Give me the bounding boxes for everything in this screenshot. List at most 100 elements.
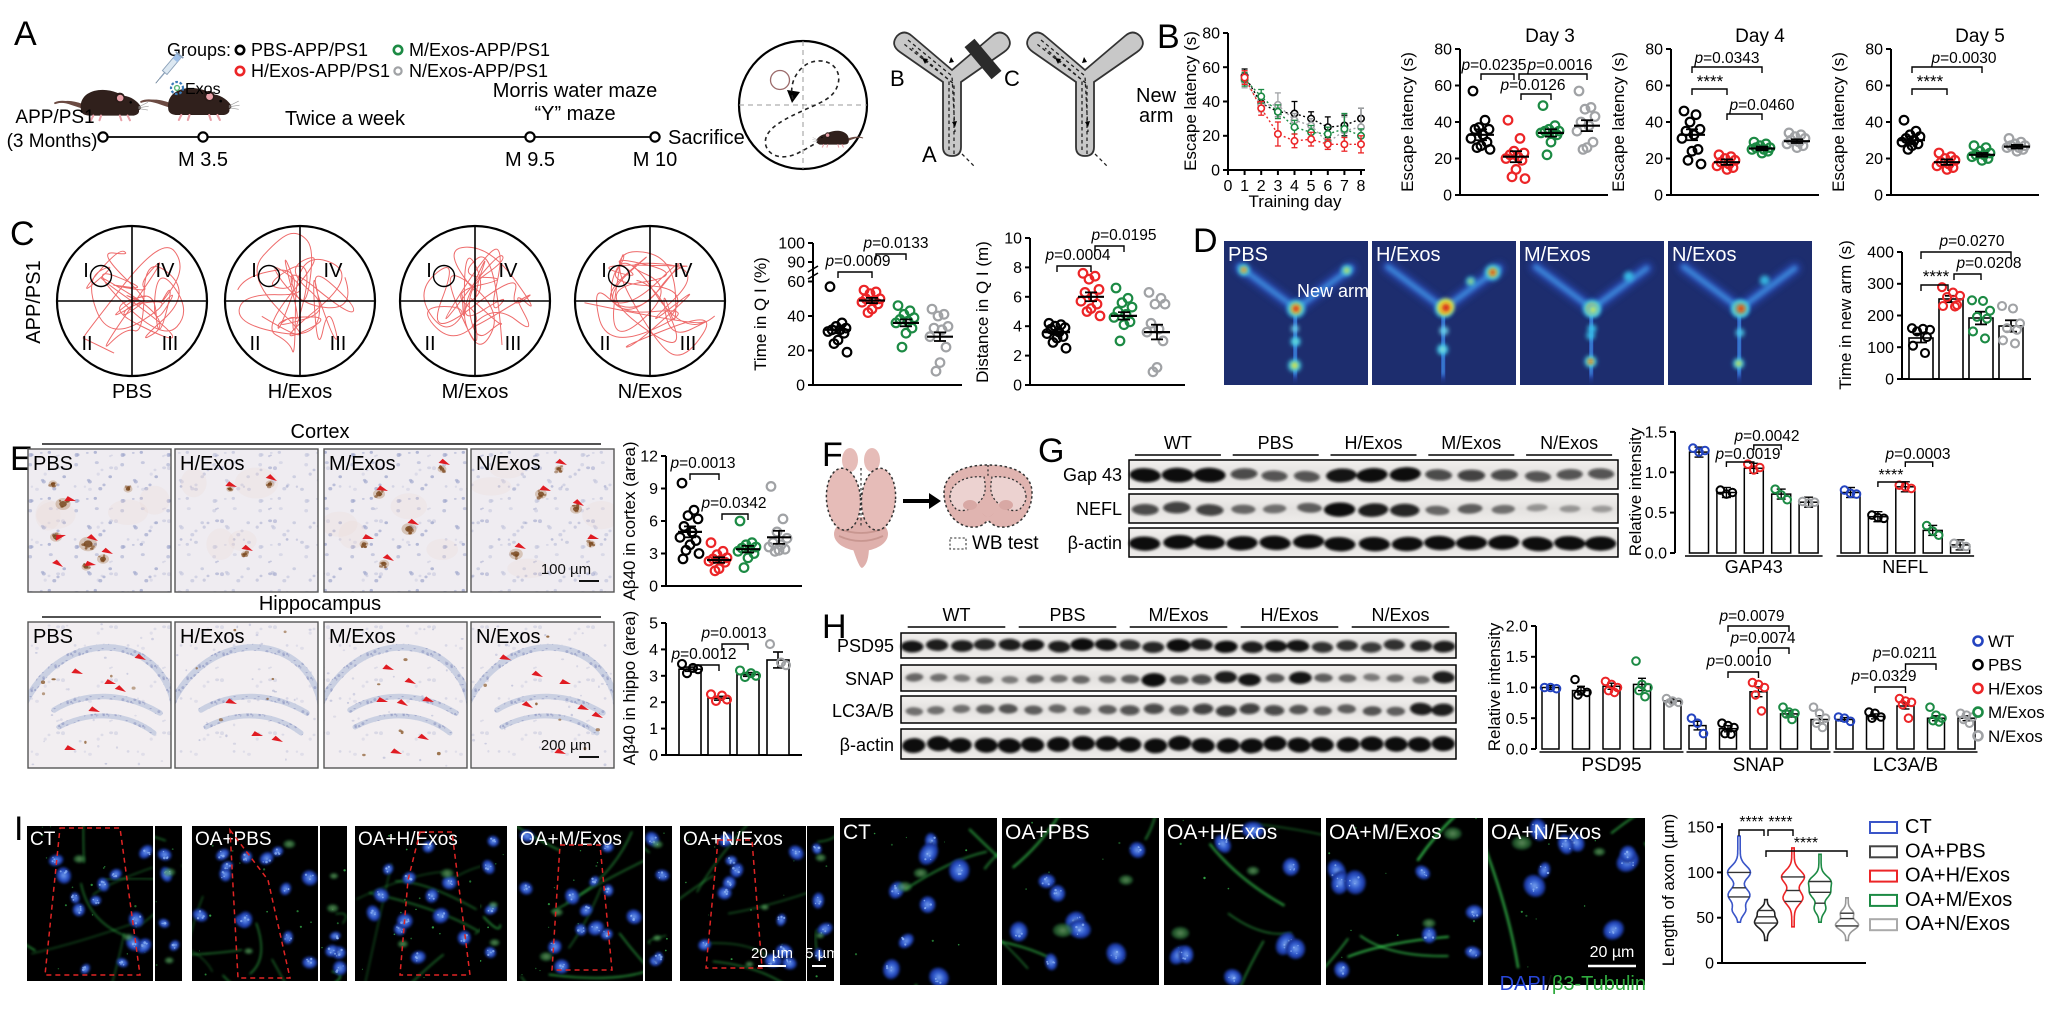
svg-text:Day 4: Day 4 (1735, 26, 1785, 47)
svg-text:II: II (81, 333, 92, 355)
svg-text:New arm: New arm (1297, 281, 1369, 301)
svg-text:0: 0 (796, 378, 805, 395)
svg-text:0: 0 (649, 748, 658, 765)
svg-text:II: II (599, 333, 610, 355)
svg-text:5 µm: 5 µm (805, 945, 839, 962)
svg-text:p=0.0343: p=0.0343 (1693, 50, 1759, 67)
svg-text:Groups:: Groups: (167, 40, 231, 60)
svg-text:IV: IV (156, 260, 176, 282)
svg-text:20: 20 (1865, 151, 1883, 168)
svg-text:N/Exos: N/Exos (1672, 244, 1736, 266)
svg-text:β-actin: β-actin (840, 735, 894, 755)
svg-text:0.5: 0.5 (1645, 505, 1667, 522)
svg-text:PBS: PBS (112, 381, 152, 403)
svg-text:60: 60 (1645, 78, 1663, 95)
svg-text:CT: CT (843, 821, 871, 844)
svg-text:I: I (83, 260, 89, 282)
svg-text:Hippocampus: Hippocampus (259, 593, 381, 615)
svg-text:p=0.0211: p=0.0211 (1872, 645, 1937, 662)
svg-text:LC3A/B: LC3A/B (1873, 755, 1938, 776)
svg-text:9: 9 (649, 481, 658, 498)
svg-text:0: 0 (1224, 178, 1233, 195)
svg-text:PBS: PBS (1049, 605, 1085, 625)
svg-text:Sacrifice: Sacrifice (668, 127, 745, 149)
svg-text:WT: WT (1988, 632, 2014, 651)
svg-text:4: 4 (1013, 319, 1022, 336)
svg-text:****: **** (1739, 814, 1763, 831)
svg-text:400: 400 (1867, 245, 1894, 262)
svg-text:p=0.0074: p=0.0074 (1729, 630, 1795, 647)
svg-text:1.0: 1.0 (1645, 465, 1667, 482)
svg-text:Aβ40 in cortex (area): Aβ40 in cortex (area) (620, 441, 639, 600)
svg-text:M 3.5: M 3.5 (178, 149, 228, 171)
svg-text:OA+N/Exos: OA+N/Exos (1905, 913, 2010, 935)
svg-text:H/Exos: H/Exos (1376, 244, 1440, 266)
svg-text:20 µm: 20 µm (751, 945, 793, 962)
svg-text:p=0.0012: p=0.0012 (670, 646, 736, 663)
svg-text:I: I (426, 260, 432, 282)
svg-text:p=0.0126: p=0.0126 (1499, 77, 1565, 94)
svg-text:p=0.0133: p=0.0133 (862, 235, 928, 252)
svg-text:100: 100 (1867, 340, 1894, 357)
svg-text:IV: IV (324, 260, 344, 282)
svg-text:40: 40 (1202, 94, 1220, 111)
svg-text:****: **** (1697, 72, 1724, 91)
svg-text:0: 0 (1705, 956, 1714, 973)
svg-text:p=0.0004: p=0.0004 (1044, 247, 1110, 264)
svg-text:20: 20 (787, 343, 805, 360)
svg-text:G: G (1038, 432, 1064, 470)
svg-text:GAP43: GAP43 (1725, 557, 1783, 577)
svg-text:****: **** (1794, 835, 1818, 852)
svg-text:60: 60 (1202, 60, 1220, 77)
svg-text:E: E (10, 440, 33, 478)
svg-text:Relative intensity: Relative intensity (1485, 622, 1504, 751)
svg-text:PBS: PBS (1228, 244, 1268, 266)
svg-text:40: 40 (1434, 115, 1452, 132)
svg-text:SNAP: SNAP (845, 669, 894, 689)
svg-text:Escape latency (s): Escape latency (s) (1398, 52, 1417, 192)
svg-text:NEFL: NEFL (1882, 557, 1928, 577)
svg-text:M 9.5: M 9.5 (505, 149, 555, 171)
svg-text:I: I (601, 260, 607, 282)
svg-text:II: II (424, 333, 435, 355)
svg-text:p=0.0042: p=0.0042 (1733, 428, 1799, 445)
svg-text:Twice a week: Twice a week (285, 108, 406, 130)
svg-text:20: 20 (1645, 151, 1663, 168)
svg-text:APP/PS1: APP/PS1 (23, 260, 45, 343)
svg-text:(3 Months): (3 Months) (7, 131, 98, 152)
svg-text:N/Exos: N/Exos (476, 453, 540, 475)
svg-text:CT: CT (1905, 816, 1932, 838)
svg-text:2.0: 2.0 (1506, 619, 1528, 636)
svg-text:****: **** (1917, 72, 1944, 91)
svg-text:“Y” maze: “Y” maze (534, 103, 615, 125)
svg-text:50: 50 (1696, 910, 1714, 927)
svg-text:100: 100 (1687, 865, 1714, 882)
svg-text:PBS: PBS (1258, 433, 1294, 453)
svg-text:1: 1 (1240, 178, 1249, 195)
svg-text:PBS: PBS (33, 453, 73, 475)
svg-text:M/Exos-APP/PS1: M/Exos-APP/PS1 (409, 40, 550, 60)
svg-text:80: 80 (1202, 26, 1220, 43)
svg-text:N/Exos: N/Exos (618, 381, 682, 403)
svg-text:p=0.0208: p=0.0208 (1955, 255, 2021, 272)
svg-text:0: 0 (649, 579, 658, 596)
svg-text:PSD95: PSD95 (837, 636, 894, 656)
svg-text:0.0: 0.0 (1645, 546, 1667, 563)
svg-text:90: 90 (787, 255, 805, 272)
svg-text:OA+M/Exos: OA+M/Exos (1905, 889, 2012, 911)
svg-text:PBS: PBS (33, 626, 73, 648)
svg-text:5: 5 (1307, 178, 1316, 195)
svg-text:1.5: 1.5 (1645, 424, 1667, 441)
svg-text:F: F (822, 436, 843, 474)
svg-text:N/Exos-APP/PS1: N/Exos-APP/PS1 (409, 61, 548, 81)
svg-text:****: **** (1879, 467, 1904, 484)
svg-text:Cortex: Cortex (291, 421, 350, 443)
svg-text:H/Exos: H/Exos (1260, 605, 1318, 625)
svg-text:60: 60 (1865, 78, 1883, 95)
svg-text:Length of axon (µm): Length of axon (µm) (1659, 814, 1678, 967)
svg-text:H/Exos: H/Exos (180, 453, 244, 475)
svg-text:OA+M/Exos: OA+M/Exos (1329, 821, 1442, 844)
svg-text:Time in Q I (%): Time in Q I (%) (751, 257, 770, 371)
svg-text:3: 3 (1273, 178, 1282, 195)
svg-text:I: I (14, 810, 23, 848)
